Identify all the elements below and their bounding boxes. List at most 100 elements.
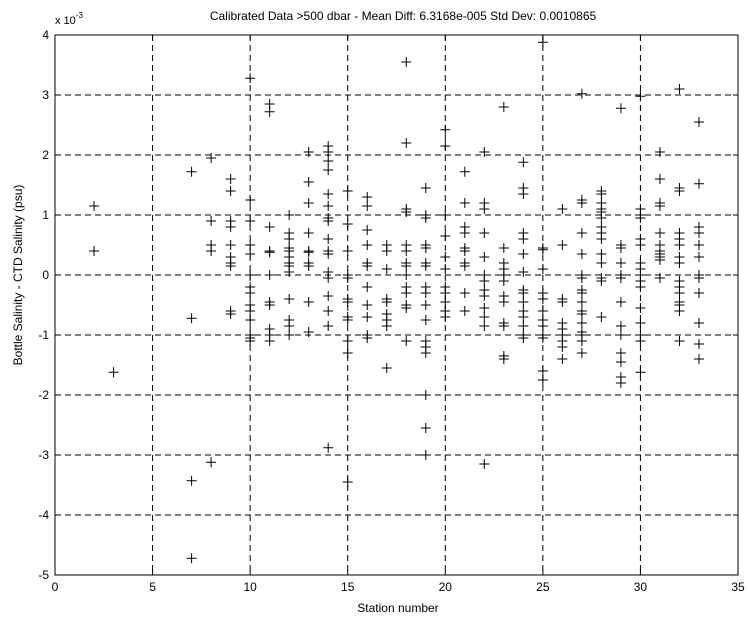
- x-tick-label: 20: [439, 580, 453, 594]
- data-point: [284, 210, 295, 220]
- data-point: [615, 357, 626, 367]
- data-point: [596, 276, 607, 286]
- data-point: [303, 147, 314, 157]
- data-point: [518, 249, 529, 259]
- data-point: [479, 204, 490, 214]
- data-point: [362, 240, 373, 250]
- data-point: [420, 183, 431, 193]
- data-point: [303, 198, 314, 208]
- data-point: [362, 201, 373, 211]
- data-point: [479, 303, 490, 313]
- data-point: [459, 306, 470, 316]
- data-point: [245, 73, 256, 84]
- data-point: [401, 246, 412, 256]
- data-point: [615, 348, 626, 358]
- data-point: [576, 318, 587, 328]
- data-point: [401, 270, 412, 280]
- data-point: [89, 246, 100, 256]
- data-point: [342, 336, 353, 346]
- data-point: [323, 321, 334, 331]
- data-point: [693, 252, 704, 262]
- data-point: [615, 297, 626, 307]
- data-point: [615, 378, 626, 388]
- data-point: [420, 261, 431, 271]
- data-point: [206, 153, 217, 163]
- data-point: [206, 246, 217, 256]
- data-point: [654, 255, 665, 265]
- data-point: [381, 264, 392, 274]
- data-point: [635, 367, 646, 378]
- data-point: [518, 321, 529, 331]
- y-tick-label: 0: [42, 268, 49, 282]
- data-point: [323, 216, 334, 226]
- data-point: [635, 318, 646, 328]
- y-tick-label: 1: [42, 208, 49, 222]
- data-point: [518, 234, 529, 244]
- data-point: [654, 147, 665, 157]
- data-point: [440, 288, 451, 298]
- data-point: [635, 213, 646, 223]
- data-point: [420, 243, 431, 253]
- data-point: [498, 321, 509, 331]
- data-point: [401, 303, 412, 313]
- data-point: [654, 273, 665, 283]
- data-point: [537, 37, 548, 48]
- x-tick-label: 25: [536, 580, 550, 594]
- data-point: [245, 240, 256, 250]
- data-point: [420, 348, 431, 358]
- data-point: [693, 240, 704, 250]
- data-point: [674, 306, 685, 316]
- data-point: [693, 339, 704, 349]
- data-point: [518, 267, 529, 277]
- data-point: [693, 178, 704, 189]
- data-point: [440, 297, 451, 307]
- data-point: [537, 244, 548, 255]
- data-point: [537, 333, 548, 343]
- data-point: [440, 210, 451, 220]
- data-point: [362, 282, 373, 292]
- data-point: [245, 249, 256, 259]
- data-point: [479, 228, 490, 238]
- data-point: [342, 315, 353, 325]
- data-point: [479, 291, 490, 301]
- data-point: [693, 228, 704, 238]
- data-point: [557, 204, 568, 214]
- data-point: [225, 309, 236, 319]
- data-point: [342, 219, 353, 229]
- x-axis-label: Station number: [357, 601, 438, 615]
- y-tick-label: -1: [38, 328, 49, 342]
- data-point: [225, 222, 236, 232]
- data-point: [245, 288, 256, 298]
- axis-ticks: 0 5 10 15 20 25 30 35 -5 -4 -3 -2 -1 0 1 2 3 4: [38, 28, 745, 594]
- x-tick-label: 15: [341, 580, 355, 594]
- data-point: [206, 216, 217, 226]
- data-point: [264, 247, 275, 258]
- data-point: [674, 240, 685, 250]
- data-point: [401, 336, 412, 346]
- data-point: [654, 228, 665, 238]
- data-point: [479, 459, 490, 469]
- data-point: [284, 321, 295, 331]
- data-point: [615, 103, 626, 114]
- data-point: [284, 234, 295, 244]
- data-point: [264, 300, 275, 310]
- data-point: [362, 225, 373, 235]
- data-point: [362, 333, 373, 343]
- data-point: [479, 312, 490, 322]
- data-point: [459, 261, 470, 271]
- data-point: [420, 390, 431, 400]
- data-point: [498, 102, 509, 112]
- data-point: [264, 106, 275, 117]
- data-point: [323, 147, 334, 157]
- chart-title: Calibrated Data >500 dbar - Mean Diff: 6…: [210, 9, 597, 23]
- data-point: [186, 313, 197, 324]
- data-point: [576, 348, 587, 358]
- data-point: [381, 321, 392, 331]
- data-point: [459, 228, 470, 238]
- y-tick-label: -5: [38, 568, 49, 582]
- data-point: [537, 321, 548, 331]
- data-point: [245, 315, 256, 325]
- data-point: [674, 84, 685, 94]
- data-point: [245, 270, 256, 280]
